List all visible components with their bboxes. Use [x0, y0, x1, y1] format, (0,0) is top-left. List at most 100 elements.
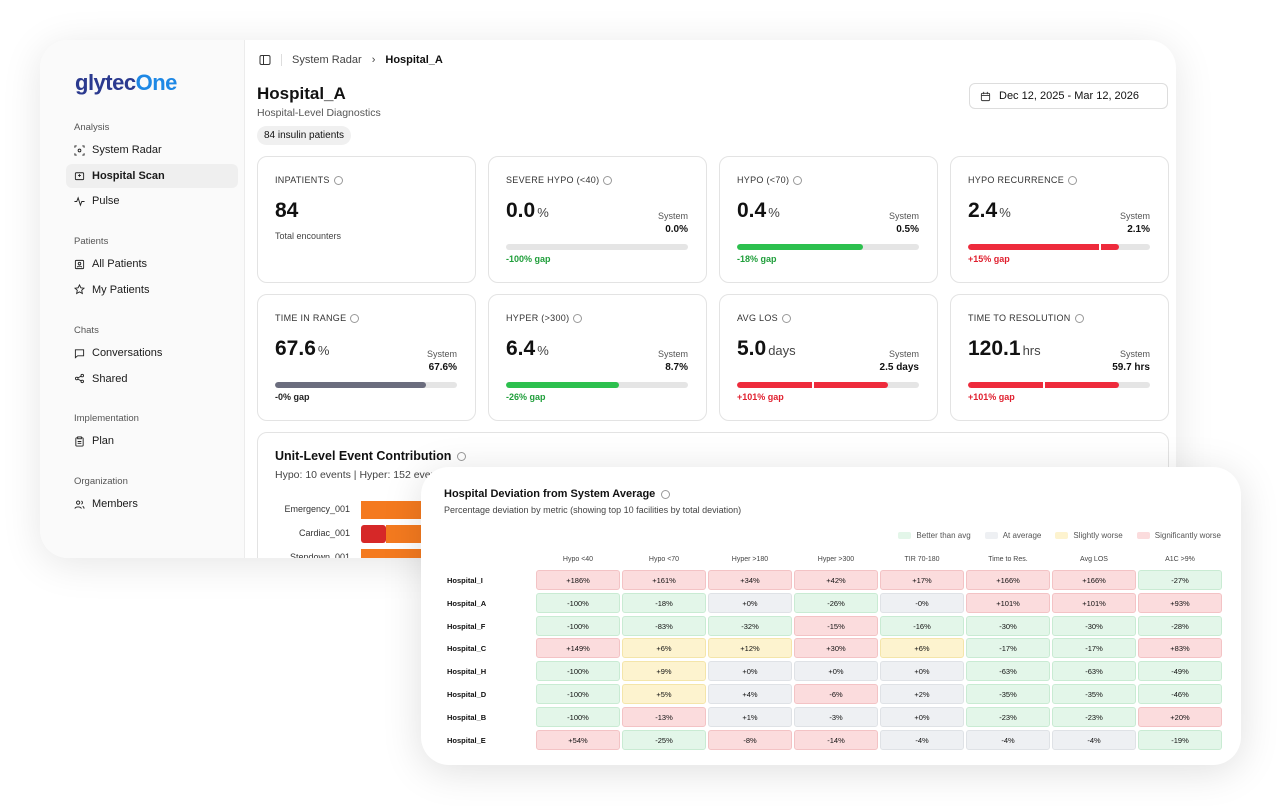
heatmap-cell[interactable]: +34%: [708, 570, 792, 590]
heatmap-cell[interactable]: -6%: [794, 684, 878, 704]
heatmap-cell[interactable]: -13%: [622, 706, 706, 727]
sidebar-item-plan[interactable]: Plan: [66, 429, 238, 453]
row-hospital-name[interactable]: Hospital_C: [447, 644, 487, 654]
heatmap-cell[interactable]: +93%: [1138, 592, 1222, 613]
heatmap-cell[interactable]: -17%: [1052, 638, 1136, 659]
sidebar-item-conversations[interactable]: Conversations: [66, 341, 238, 365]
heatmap-cell[interactable]: -18%: [622, 592, 706, 613]
sidebar-item-pulse[interactable]: Pulse: [66, 189, 238, 213]
info-icon[interactable]: [793, 175, 803, 185]
heatmap-cell[interactable]: -4%: [1052, 729, 1136, 750]
heatmap-cell[interactable]: -63%: [1052, 661, 1136, 682]
heatmap-cell[interactable]: +9%: [622, 661, 706, 682]
metric-progress-bar: [275, 382, 457, 388]
heatmap-cell[interactable]: +20%: [1138, 706, 1222, 727]
heatmap-cell[interactable]: -14%: [794, 729, 878, 750]
heatmap-cell[interactable]: -35%: [966, 684, 1050, 704]
sidebar-item-all-patients[interactable]: All Patients: [66, 252, 238, 276]
sidebar-item-shared[interactable]: Shared: [66, 367, 238, 391]
info-icon[interactable]: [573, 313, 583, 323]
heatmap-cell[interactable]: +5%: [622, 684, 706, 704]
heatmap-cell[interactable]: +54%: [536, 729, 620, 750]
heatmap-cell[interactable]: +0%: [880, 661, 964, 682]
heatmap-cell[interactable]: -100%: [536, 615, 620, 636]
heatmap-cell[interactable]: -30%: [1052, 615, 1136, 636]
heatmap-cell[interactable]: -100%: [536, 592, 620, 613]
heatmap-cell[interactable]: +149%: [536, 638, 620, 659]
heatmap-cell[interactable]: +186%: [536, 570, 620, 590]
heatmap-cell[interactable]: +0%: [794, 661, 878, 682]
heatmap-cell[interactable]: +1%: [708, 706, 792, 727]
sidebar-item-system-radar[interactable]: System Radar: [66, 138, 238, 162]
heatmap-cell[interactable]: -28%: [1138, 615, 1222, 636]
sidebar-item-my-patients[interactable]: My Patients: [66, 278, 238, 302]
heatmap-cell[interactable]: +161%: [622, 570, 706, 590]
info-icon[interactable]: [661, 489, 671, 499]
heatmap-cell[interactable]: -8%: [708, 729, 792, 750]
heatmap-cell[interactable]: -32%: [708, 615, 792, 636]
heatmap-cell[interactable]: +166%: [1052, 570, 1136, 590]
heatmap-cell[interactable]: -27%: [1138, 570, 1222, 590]
info-icon[interactable]: [333, 175, 343, 185]
heatmap-cell[interactable]: -23%: [1052, 706, 1136, 727]
sidebar-item-members[interactable]: Members: [66, 492, 238, 516]
row-hospital-name[interactable]: Hospital_B: [447, 712, 487, 722]
heatmap-cell[interactable]: +101%: [966, 592, 1050, 613]
heatmap-cell[interactable]: -3%: [794, 706, 878, 727]
unit-bar-segment[interactable]: [386, 525, 421, 543]
unit-bar-segment[interactable]: [361, 525, 386, 543]
heatmap-cell[interactable]: -49%: [1138, 661, 1222, 682]
heatmap-cell[interactable]: -30%: [966, 615, 1050, 636]
heatmap-cell[interactable]: -23%: [966, 706, 1050, 727]
sidebar-item-hospital-scan[interactable]: Hospital Scan: [66, 163, 238, 188]
info-icon[interactable]: [350, 313, 360, 323]
row-hospital-name[interactable]: Hospital_H: [447, 667, 487, 677]
date-range-picker[interactable]: Dec 12, 2025 - Mar 12, 2026: [969, 83, 1168, 109]
row-hospital-name[interactable]: Hospital_F: [447, 621, 486, 631]
row-hospital-name[interactable]: Hospital_I: [447, 576, 483, 585]
heatmap-cell[interactable]: -100%: [536, 684, 620, 704]
row-hospital-name[interactable]: Hospital_D: [447, 690, 487, 699]
app-logo[interactable]: glytecOne: [75, 70, 177, 95]
heatmap-cell[interactable]: -35%: [1052, 684, 1136, 704]
heatmap-cell[interactable]: -100%: [536, 661, 620, 682]
heatmap-cell[interactable]: -15%: [794, 615, 878, 636]
heatmap-cell[interactable]: +2%: [880, 684, 964, 704]
heatmap-cell[interactable]: +0%: [708, 661, 792, 682]
heatmap-cell[interactable]: +4%: [708, 684, 792, 704]
heatmap-cell[interactable]: +101%: [1052, 592, 1136, 613]
heatmap-cell[interactable]: -100%: [536, 706, 620, 727]
heatmap-cell[interactable]: +166%: [966, 570, 1050, 590]
heatmap-cell[interactable]: -83%: [622, 615, 706, 636]
heatmap-cell[interactable]: +83%: [1138, 638, 1222, 659]
heatmap-cell[interactable]: +30%: [794, 638, 878, 659]
heatmap-cell[interactable]: +42%: [794, 570, 878, 590]
heatmap-cell[interactable]: -17%: [966, 638, 1050, 659]
info-icon[interactable]: [1068, 175, 1078, 185]
info-icon[interactable]: [457, 451, 467, 461]
info-icon[interactable]: [1074, 313, 1084, 323]
heatmap-cell[interactable]: -4%: [880, 729, 964, 750]
heatmap-cell[interactable]: +17%: [880, 570, 964, 590]
heatmap-cell[interactable]: +0%: [708, 592, 792, 613]
unit-bar-segment[interactable]: [361, 549, 421, 558]
sidebar-toggle-icon[interactable]: [259, 54, 271, 66]
info-icon[interactable]: [603, 175, 613, 185]
breadcrumb-parent[interactable]: System Radar: [292, 54, 362, 66]
heatmap-cell[interactable]: -25%: [622, 729, 706, 750]
heatmap-cell[interactable]: -0%: [880, 592, 964, 613]
info-icon[interactable]: [781, 313, 791, 323]
heatmap-cell[interactable]: +6%: [880, 638, 964, 659]
unit-bar-segment[interactable]: [361, 501, 421, 519]
heatmap-cell[interactable]: +0%: [880, 706, 964, 727]
heatmap-cell[interactable]: -46%: [1138, 684, 1222, 704]
heatmap-cell[interactable]: -63%: [966, 661, 1050, 682]
row-hospital-name[interactable]: Hospital_A: [447, 598, 487, 608]
row-hospital-name[interactable]: Hospital_E: [447, 735, 486, 745]
heatmap-cell[interactable]: +12%: [708, 638, 792, 659]
heatmap-cell[interactable]: +6%: [622, 638, 706, 659]
heatmap-cell[interactable]: -19%: [1138, 729, 1222, 750]
heatmap-cell[interactable]: -16%: [880, 615, 964, 636]
heatmap-cell[interactable]: -26%: [794, 592, 878, 613]
heatmap-cell[interactable]: -4%: [966, 729, 1050, 750]
